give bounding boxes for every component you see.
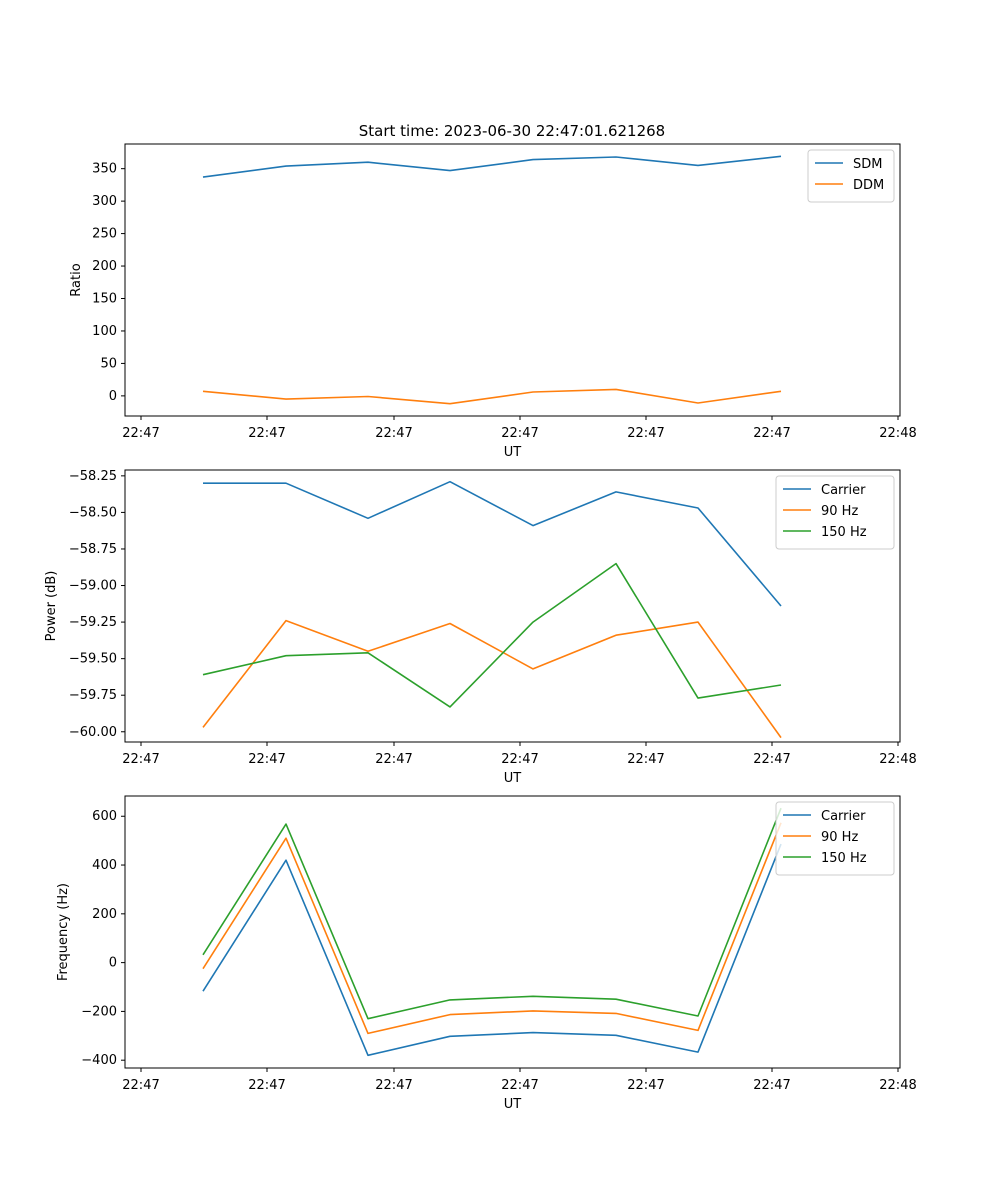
series-line-sdm [202,155,782,178]
x-tick-label: 22:48 [879,426,916,441]
y-tick-label: −200 [81,1004,117,1019]
legend-label: 150 Hz [821,851,867,866]
x-tick-label: 22:47 [501,1078,538,1093]
x-axis-label: UT [504,445,522,460]
x-tick-label: 22:47 [627,752,664,767]
legend: Carrier 90 Hz 150 Hz [775,801,895,876]
series-line-ddm [202,388,782,405]
y-tick-label: 400 [92,858,117,873]
x-tick-label: 22:47 [375,426,412,441]
series-line-150-hz [202,807,782,1020]
legend-label: 150 Hz [821,525,867,540]
y-tick-label: −59.25 [69,615,117,630]
x-tick-label: 22:47 [122,426,159,441]
y-tick-label: 0 [109,956,117,971]
y-tick-label: 350 [92,162,117,177]
plot-panel-2: −60.00 −59.75 −59.50 −59.25 −59.00 −58.75 −58.… [44,469,917,786]
x-tick-label: 22:47 [753,426,790,441]
x-tick-label: 22:47 [627,1078,664,1093]
y-tick-label: −59.50 [69,652,117,667]
x-tick-label: 22:48 [879,1078,916,1093]
x-tick-label: 22:48 [879,752,916,767]
x-tick-label: 22:47 [248,752,285,767]
legend-label: Carrier [821,483,866,498]
y-tick-label: −58.75 [69,542,117,557]
y-tick-label: 100 [92,324,117,339]
legend-label: DDM [853,178,884,193]
y-tick-label: −60.00 [69,725,117,740]
series-line-90-hz [202,619,782,739]
x-tick-label: 22:47 [375,752,412,767]
plot-panel-3: −400 −200 0 200 400 600 22:47 22:47 22:47 22:47 22… [56,795,917,1112]
figure-title: Start time: 2023-06-30 22:47:01.621268 [359,122,665,140]
x-tick-label: 22:47 [627,426,664,441]
y-tick-label: −58.50 [69,505,117,520]
legend-label: 90 Hz [821,504,858,519]
x-tick-label: 22:47 [248,426,285,441]
y-tick-label: 0 [109,389,117,404]
x-axis-label: UT [504,771,522,786]
axes-frame [124,143,901,417]
x-tick-label: 22:47 [248,1078,285,1093]
y-tick-label: −400 [81,1053,117,1068]
y-axis-label: Power (dB) [44,571,59,642]
x-tick-label: 22:47 [753,1078,790,1093]
legend-label: Carrier [821,809,866,824]
series-line-carrier [202,843,782,1057]
y-tick-label: 200 [92,907,117,922]
x-tick-label: 22:47 [501,752,538,767]
series-line-90-hz [202,822,782,1035]
axes-frame [124,469,901,743]
series-line-carrier [203,480,782,607]
series-line-150-hz [202,562,782,708]
y-tick-label: −58.25 [69,469,117,484]
legend-label: SDM [853,157,882,172]
x-tick-label: 22:47 [122,752,159,767]
plot-panel-1: 0 50 100 150 200 250 300 350 22:47 22:47 22:47 22:4… [69,143,917,460]
y-tick-label: 50 [100,356,117,371]
x-tick-label: 22:47 [375,1078,412,1093]
y-tick-label: 200 [92,259,117,274]
legend: SDM DDM [807,149,895,203]
y-tick-label: 600 [92,809,117,824]
x-tick-label: 22:47 [501,426,538,441]
x-axis-label: UT [504,1097,522,1112]
y-tick-label: 250 [92,227,117,242]
y-axis-label: Ratio [69,263,84,296]
y-tick-label: −59.00 [69,579,117,594]
axes-frame [124,795,901,1069]
y-tick-label: 300 [92,194,117,209]
y-tick-label: −59.75 [69,688,117,703]
y-axis-label: Frequency (Hz) [56,883,71,981]
legend: Carrier 90 Hz 150 Hz [775,475,895,550]
legend-label: 90 Hz [821,830,858,845]
x-tick-label: 22:47 [122,1078,159,1093]
y-tick-label: 150 [92,292,117,307]
x-tick-label: 22:47 [753,752,790,767]
